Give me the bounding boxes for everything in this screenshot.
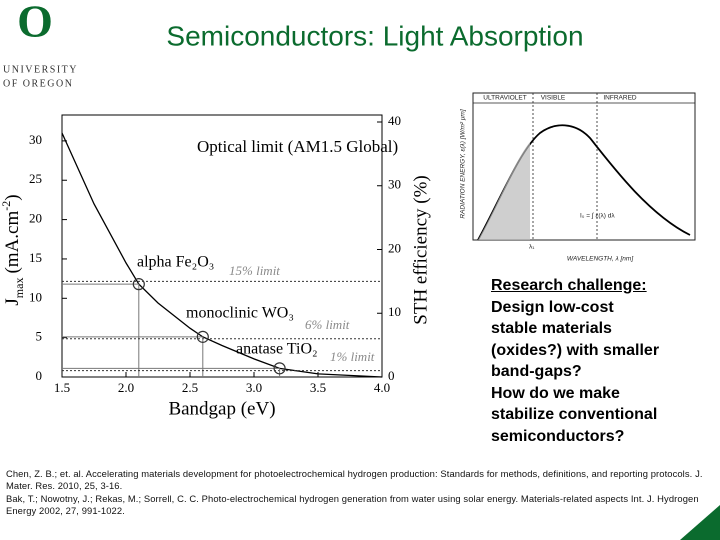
reference: Chen, Z. B.; et. al. Accelerating materi… <box>6 468 703 492</box>
x-tick-label: 1.5 <box>54 380 70 395</box>
x-tick-label: 3.0 <box>246 380 262 395</box>
material-label: monoclinic WO₃ <box>186 305 294 322</box>
material-point <box>196 330 209 343</box>
y-tick-label: 5 <box>36 329 43 344</box>
y-tick-label: 30 <box>29 132 42 147</box>
y-tick-label: 0 <box>36 368 43 383</box>
y-axis-label-part: ) <box>2 194 23 200</box>
y2-tick-label: 20 <box>388 240 401 255</box>
callout-body: Design low-cost stable materials (oxides?)… <box>491 297 706 448</box>
y-axis-label-part: max <box>12 278 26 299</box>
y-tick-label: 10 <box>29 289 42 304</box>
corner-decoration <box>680 505 720 540</box>
plot-frame <box>61 114 383 378</box>
y-axis-label-part: (mA.cm <box>2 211 23 274</box>
curve-label: Optical limit (AM1.5 Global) <box>197 137 398 156</box>
y2-tick-label: 30 <box>388 177 401 192</box>
callout-line: Design low-cost <box>491 298 614 316</box>
limit-label: 1% limit <box>330 349 375 364</box>
material-point <box>273 362 286 375</box>
inset-y-label: RADIATION ENERGY, ε(λ) [W/m² μm] <box>460 109 467 218</box>
callout-line: How do we make <box>491 384 620 402</box>
callout-line: (oxides?) with smaller <box>491 341 660 359</box>
logo-mark: O <box>17 0 53 47</box>
material-label: alpha Fe₂O₃ <box>137 254 214 271</box>
inset-formula: I₀ = ∫ ε(λ) dλ <box>580 213 615 220</box>
limit-label: 6% limit <box>305 317 350 332</box>
logo-text: OF OREGON <box>3 78 73 89</box>
y2-tick-label: 40 <box>388 113 401 128</box>
y-tick-label: 25 <box>29 171 42 186</box>
callout-line: stabilize conventional <box>491 406 658 423</box>
data-line <box>61 132 383 378</box>
y-tick-label: 15 <box>29 250 42 265</box>
y-tick-label: 20 <box>29 211 42 226</box>
inset-label: λ₁ <box>529 244 535 251</box>
material-point <box>132 278 145 291</box>
logo-text: UNIVERSITY <box>3 64 78 75</box>
x-tick-label: 3.5 <box>310 380 326 395</box>
y2-tick-label: 10 <box>388 304 401 319</box>
x-axis-label: Bandgap (eV) <box>168 398 275 419</box>
callout-line: band-gaps? <box>491 363 582 380</box>
callout-line: semiconductors? <box>491 427 625 445</box>
x-tick-label: 2.0 <box>118 380 134 395</box>
callout-heading: Research challenge: <box>491 277 647 294</box>
inset-frame <box>472 92 696 241</box>
inset-diagram: ULTRAVIOLET VISIBLE INFRARED I₀ = ∫ ε(λ)… <box>460 92 696 263</box>
limit-label: 15% limit <box>229 263 280 278</box>
references: Chen, Z. B.; et. al. Accelerating materi… <box>6 468 712 518</box>
y-axis-label: Jmax (mA.cm-2) <box>0 194 26 305</box>
callout-line: stable materials <box>491 320 612 337</box>
inset-label: INFRARED <box>603 95 637 102</box>
inset-shade <box>478 142 530 240</box>
callout: Research challenge: Design low-cost stabl… <box>491 275 706 447</box>
inset-x-label: WAVELENGTH, λ [nm] <box>567 256 633 263</box>
inset-label: ULTRAVIOLET <box>483 95 526 102</box>
x-tick-label: 2.5 <box>182 380 198 395</box>
inset-label: VISIBLE <box>541 95 566 102</box>
y-axis-label-part: -2 <box>0 201 13 211</box>
material-label: anatase TiO₂ <box>236 341 318 358</box>
y2-tick-label: 0 <box>388 368 395 383</box>
y2-axis-label: STH efficiency (%) <box>410 175 431 324</box>
slide-title: Semiconductors: Light Absorption <box>166 20 583 51</box>
reference: Bak, T.; Nowotny, J.; Rekas, M.; Sorrell… <box>6 492 699 517</box>
y-axis-label-part: J <box>2 298 23 305</box>
x-tick-label: 4.0 <box>374 380 390 395</box>
